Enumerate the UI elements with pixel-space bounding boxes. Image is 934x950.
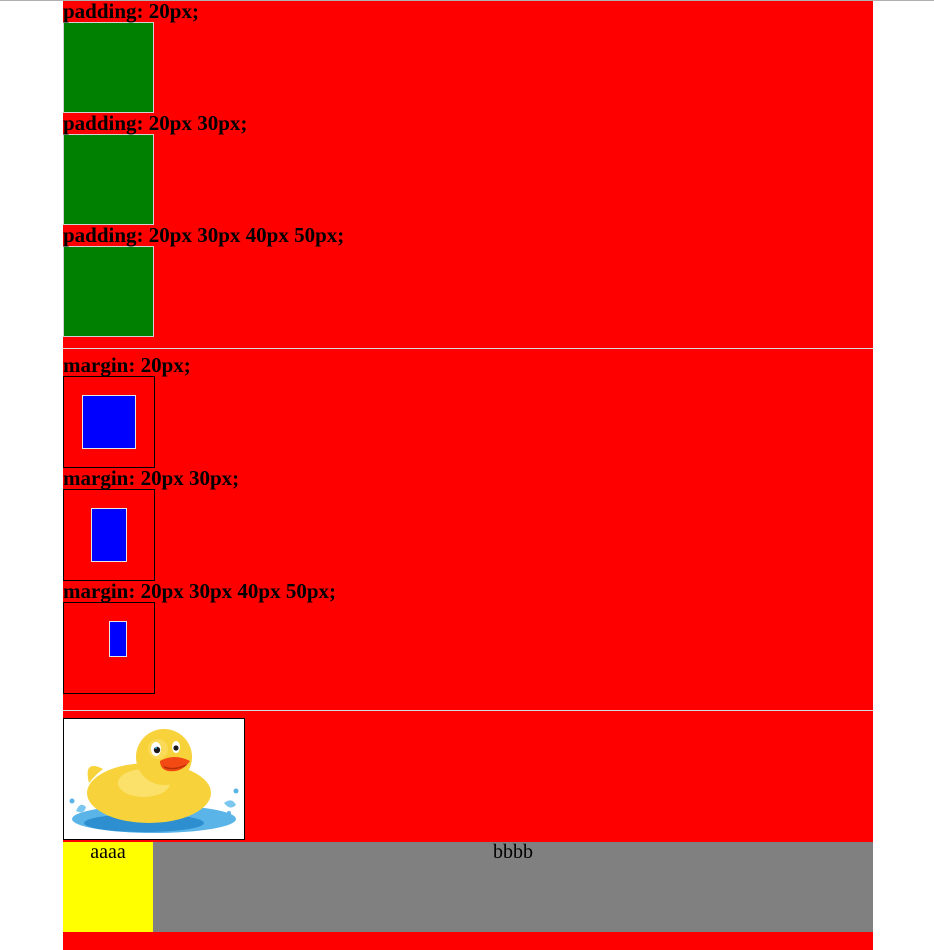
cell-b: bbbb xyxy=(153,842,873,932)
cell-a: aaaa xyxy=(63,842,153,932)
margin-demo-inner-2 xyxy=(91,508,127,562)
padding-heading-2: padding: 20px 30px; xyxy=(63,111,248,135)
margin-heading-2: margin: 20px 30px; xyxy=(63,466,240,490)
padding-heading-3: padding: 20px 30px 40px 50px; xyxy=(63,223,345,247)
margin-heading-1: margin: 20px; xyxy=(63,353,191,377)
margin-demo-outer-2 xyxy=(63,489,155,581)
section-divider xyxy=(63,710,873,711)
padding-heading-1: padding: 20px; xyxy=(63,0,199,23)
margin-demo-outer-3 xyxy=(63,602,155,694)
top-divider xyxy=(0,0,934,1)
cell-a-label: aaaa xyxy=(90,841,126,863)
margin-demo-inner-3 xyxy=(109,621,127,657)
rubber-duck-icon xyxy=(69,729,239,833)
margin-demo-outer-1 xyxy=(63,376,155,468)
padding-demo-box-3 xyxy=(63,246,154,337)
cell-b-label: bbbb xyxy=(493,841,533,863)
margin-demo-inner-1 xyxy=(82,395,136,449)
padding-demo-box-1 xyxy=(63,22,154,113)
margin-section: margin: 20px; margin: 20px 30px; margin:… xyxy=(63,355,873,710)
image-row xyxy=(63,711,873,842)
padding-demo-box-2 xyxy=(63,134,154,225)
margin-heading-3: margin: 20px 30px 40px 50px; xyxy=(63,579,337,603)
page-container: padding: 20px; padding: 20px 30px; paddi… xyxy=(63,1,873,950)
padding-section: padding: 20px; padding: 20px 30px; paddi… xyxy=(63,1,873,348)
section-divider xyxy=(63,348,873,349)
rubber-duck-image xyxy=(63,718,245,840)
bottom-row: aaaa bbbb xyxy=(63,842,873,932)
